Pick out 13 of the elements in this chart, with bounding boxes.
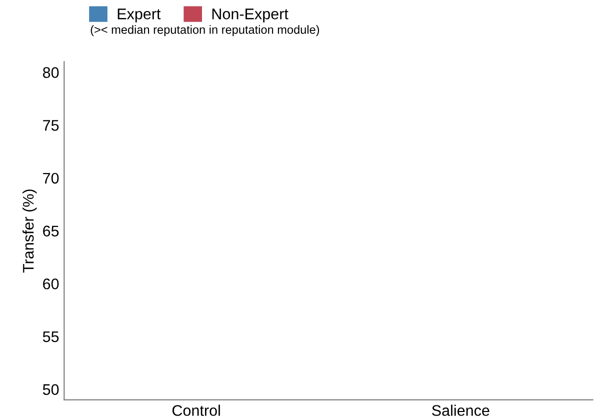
y-axis-title: Transfer (%) [22,190,37,273]
x-tick-label: Control [172,404,220,416]
legend-label: Non-Expert [212,8,288,22]
x-tick-label: Salience [432,404,490,416]
y-tick-label: 75 [43,120,59,131]
y-tick-label: 80 [42,67,59,78]
y-tick-label: 65 [43,226,59,236]
legend-title: (>< median reputation in reputation module) [90,25,320,36]
y-tick-label: 60 [43,278,59,290]
y-tick-label: 50 [42,384,59,395]
y-tick-label: 70 [43,172,59,184]
legend-label: Expert [118,8,161,22]
y-tick-label: 55 [42,331,59,342]
